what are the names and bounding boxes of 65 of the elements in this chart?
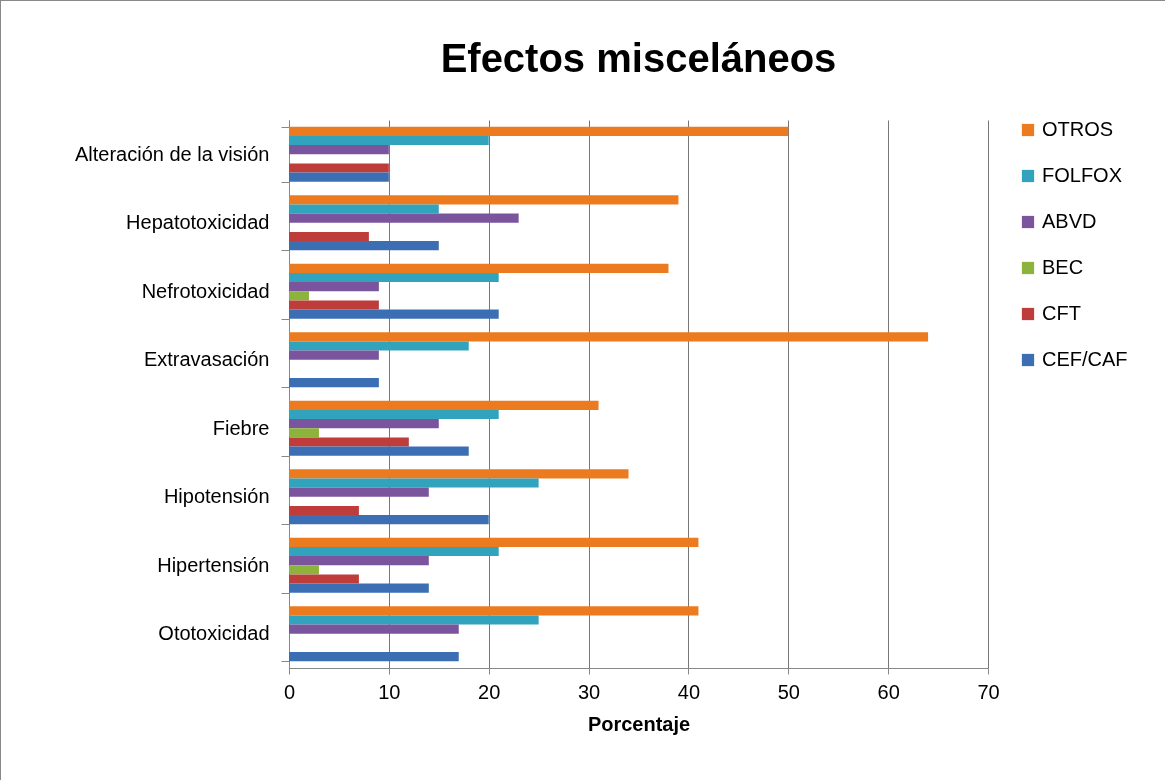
bar bbox=[289, 163, 389, 173]
legend-label: CFT bbox=[1042, 302, 1081, 324]
bar bbox=[289, 231, 369, 242]
bar bbox=[289, 565, 319, 575]
y-tick-label: Alteración de la visión bbox=[74, 142, 270, 165]
bar bbox=[289, 272, 499, 283]
bar bbox=[289, 341, 469, 351]
bar bbox=[289, 135, 489, 146]
bar bbox=[289, 515, 489, 525]
y-tick-label: Hipertensión bbox=[157, 553, 270, 576]
bar bbox=[289, 469, 629, 479]
bar bbox=[289, 332, 929, 342]
bar bbox=[289, 574, 359, 584]
bar bbox=[289, 606, 699, 616]
bar bbox=[289, 263, 669, 273]
bar bbox=[289, 419, 439, 429]
y-tick-label: Ototoxicidad bbox=[158, 622, 270, 645]
bar bbox=[289, 400, 599, 410]
bar bbox=[289, 213, 519, 223]
bar bbox=[289, 615, 539, 625]
y-tick-label: Nefrotoxicidad bbox=[141, 279, 270, 302]
legend-label: OTROS bbox=[1042, 118, 1114, 140]
x-tick-label: 10 bbox=[378, 680, 401, 703]
legend-label: CEF/CAF bbox=[1042, 348, 1128, 370]
bar bbox=[289, 583, 429, 593]
chart-title: Efectos misceláneos bbox=[440, 36, 837, 80]
bar bbox=[289, 172, 389, 182]
bar bbox=[289, 537, 699, 547]
y-tick-label: Fiebre bbox=[212, 416, 270, 439]
y-tick-label: Extravasación bbox=[143, 348, 270, 371]
x-tick-label: 40 bbox=[677, 680, 701, 703]
x-tick-label: 0 bbox=[283, 680, 296, 703]
x-axis-title: Porcentaje bbox=[587, 712, 691, 735]
bar bbox=[289, 437, 409, 447]
bar bbox=[289, 378, 379, 388]
y-tick-label: Hipotensión bbox=[163, 485, 270, 508]
x-tick-label: 60 bbox=[877, 680, 900, 703]
bar bbox=[289, 309, 499, 319]
bar bbox=[289, 282, 379, 292]
bar bbox=[289, 291, 309, 301]
bar bbox=[289, 409, 499, 420]
x-tick-label: 20 bbox=[478, 680, 501, 703]
legend-label: BEC bbox=[1042, 256, 1084, 278]
bar bbox=[289, 241, 439, 251]
bar bbox=[289, 350, 379, 360]
y-tick-label: Hepatotoxicidad bbox=[126, 211, 270, 234]
bar bbox=[289, 446, 469, 456]
bar bbox=[289, 195, 679, 205]
bar bbox=[289, 505, 359, 516]
bar bbox=[289, 204, 439, 214]
legend-label: ABVD bbox=[1042, 210, 1097, 232]
bar bbox=[289, 145, 389, 155]
bar bbox=[289, 487, 429, 497]
bar bbox=[289, 546, 499, 557]
bar bbox=[289, 624, 459, 634]
bar bbox=[289, 556, 429, 566]
x-tick-label: 50 bbox=[777, 680, 800, 703]
bar bbox=[289, 478, 539, 488]
bar bbox=[289, 300, 379, 310]
bar bbox=[289, 652, 459, 662]
bar bbox=[289, 126, 789, 136]
legend-label: FOLFOX bbox=[1042, 164, 1123, 186]
bar bbox=[289, 428, 319, 438]
x-tick-label: 30 bbox=[577, 680, 601, 703]
x-tick-label: 70 bbox=[977, 680, 1000, 703]
